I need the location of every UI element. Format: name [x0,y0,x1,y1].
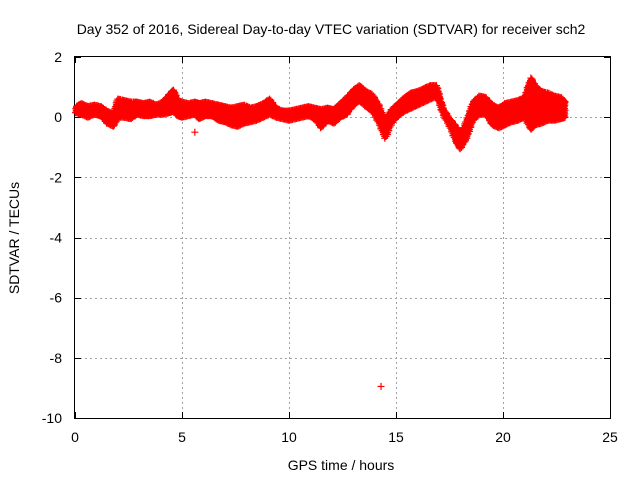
scatter-points [72,74,569,390]
y-tick-label: 0 [54,109,62,125]
y-tick-label: 2 [54,49,62,65]
y-tick-label: -2 [50,169,63,185]
x-tick-label: 25 [602,429,618,445]
y-tick-label: -4 [50,230,63,246]
x-tick-label: 0 [71,429,79,445]
x-tick-label: 15 [388,429,404,445]
y-tick-label: -10 [42,410,62,426]
chart-title: Day 352 of 2016, Sidereal Day-to-day VTE… [77,21,586,37]
x-tick-label: 10 [281,429,297,445]
x-tick-label: 20 [495,429,511,445]
y-tick-label: -6 [50,290,63,306]
x-tick-label: 5 [178,429,186,445]
tick-layer: 0 5 10 15 20 25 -10 -8 -6 -4 -2 0 2 [42,49,618,445]
y-tick-label: -8 [50,350,63,366]
plot-border [74,56,611,419]
